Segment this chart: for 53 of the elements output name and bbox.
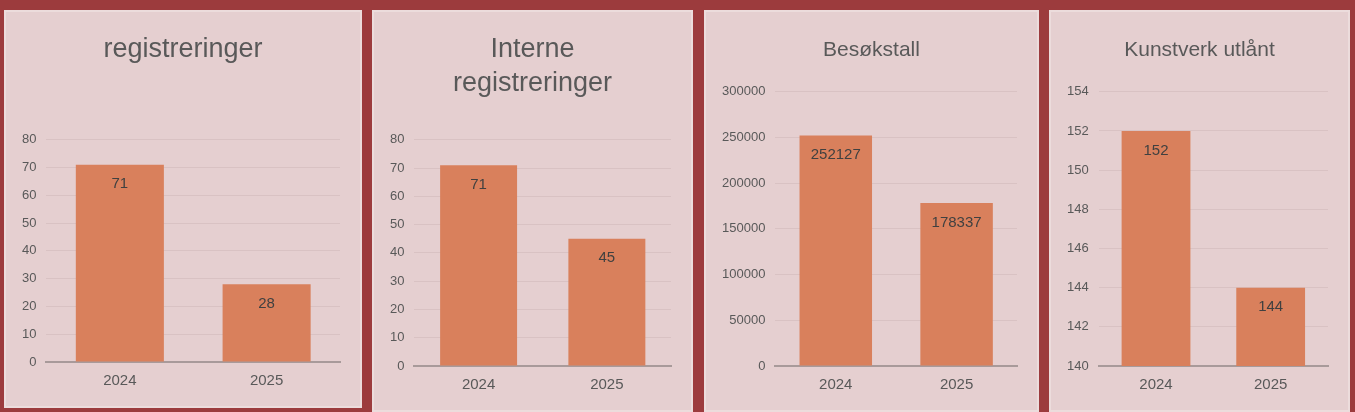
y-tick-label: 80: [389, 131, 405, 147]
data-label: 152: [1143, 140, 1169, 158]
y-tick-label: 0: [397, 357, 405, 373]
x-tick-label: 2024: [103, 371, 137, 389]
data-label: 178337: [931, 212, 982, 230]
x-tick-label: 2025: [590, 375, 624, 393]
data-label: 45: [598, 248, 616, 266]
y-tick-label: 50: [389, 216, 405, 232]
y-tick-label: 150000: [721, 220, 766, 236]
chart-title: Besøkstall: [822, 36, 921, 62]
x-tick-label: 2025: [249, 371, 284, 389]
y-tick-label: 100000: [721, 266, 766, 282]
y-tick-label: 20: [21, 298, 37, 314]
chart-title: Interne registreringer: [451, 32, 614, 99]
y-tick-label: 40: [21, 242, 37, 258]
y-tick-label: 80: [21, 131, 37, 147]
x-tick-label: 2025: [939, 375, 974, 393]
y-tick-label: 154: [1066, 83, 1089, 99]
y-tick-label: 0: [29, 353, 37, 369]
chart-title: registreringer: [102, 32, 264, 65]
chart-title: Kunstverk utlånt: [1123, 36, 1276, 62]
y-tick-label: 0: [758, 357, 766, 373]
y-tick-label: 150: [1066, 161, 1089, 177]
y-tick-label: 300000: [721, 83, 766, 99]
y-tick-label: 152: [1066, 122, 1089, 138]
data-label: 71: [111, 174, 129, 192]
y-tick-label: 144: [1066, 279, 1089, 295]
y-tick-label: 70: [389, 159, 405, 175]
y-tick-label: 250000: [721, 129, 766, 145]
y-tick-label: 30: [21, 270, 37, 286]
data-label: 71: [470, 174, 487, 192]
y-tick-label: 148: [1066, 200, 1089, 216]
y-tick-label: 60: [21, 186, 37, 202]
x-tick-label: 2025: [1253, 375, 1288, 393]
y-tick-label: 30: [389, 272, 405, 288]
data-label: 28: [258, 293, 275, 311]
y-tick-label: 20: [389, 301, 405, 317]
x-tick-label: 2024: [461, 375, 496, 393]
x-tick-label: 2024: [819, 375, 853, 393]
data-label: 252127: [810, 145, 861, 163]
y-tick-label: 40: [389, 244, 405, 260]
y-tick-label: 10: [21, 325, 37, 341]
y-tick-label: 60: [389, 187, 405, 203]
y-tick-label: 70: [21, 159, 37, 175]
y-tick-label: 200000: [721, 174, 766, 190]
x-tick-label: 2024: [1139, 375, 1173, 393]
y-tick-label: 10: [389, 329, 405, 345]
y-tick-label: 142: [1066, 318, 1089, 334]
y-tick-label: 140: [1066, 357, 1089, 373]
data-label: 144: [1258, 297, 1284, 315]
y-tick-label: 50000: [729, 311, 766, 327]
y-tick-label: 146: [1066, 240, 1089, 256]
y-tick-label: 50: [21, 214, 37, 230]
